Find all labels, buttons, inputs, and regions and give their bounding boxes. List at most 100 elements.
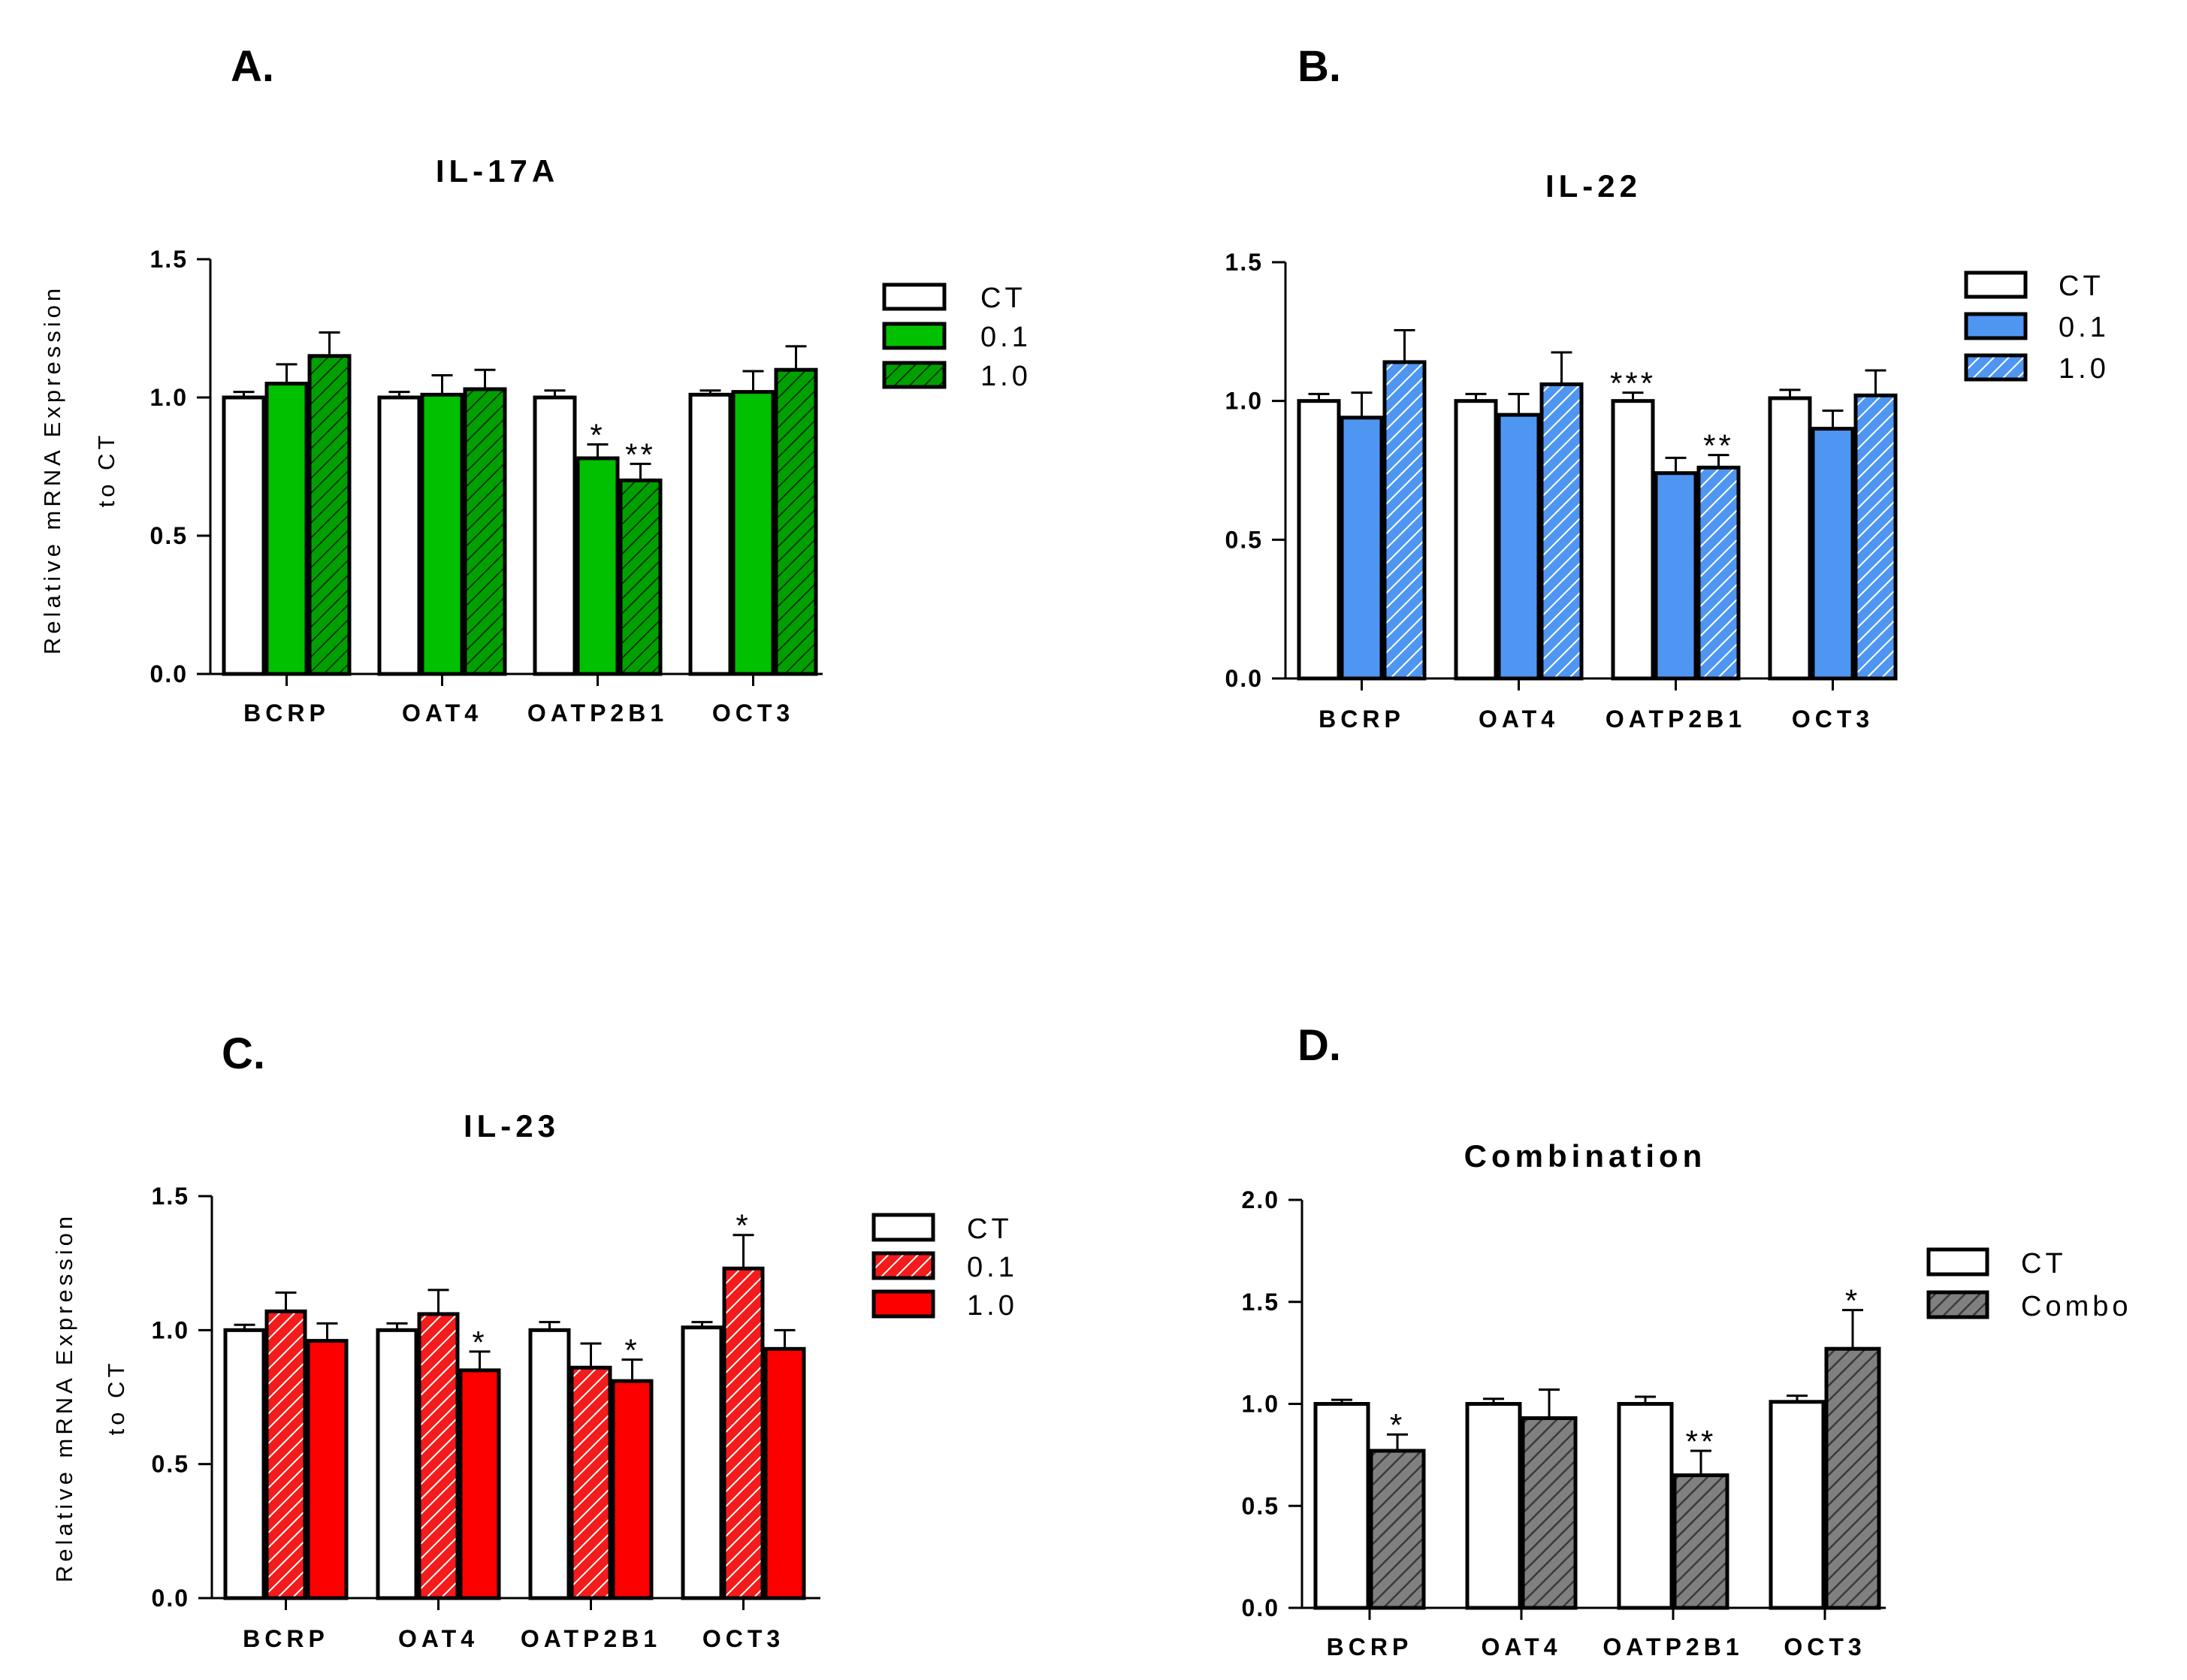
bar-oat4-1-0 bbox=[1539, 382, 1584, 681]
legend-label-1-0: 1.0 bbox=[2059, 353, 2110, 385]
y-tick-label: 1.5 bbox=[150, 246, 188, 273]
significance-marker: * bbox=[1390, 1407, 1405, 1443]
bar-oct3-ct bbox=[1768, 396, 1812, 681]
legend-swatch-0-1 bbox=[1964, 312, 2028, 340]
legend-swatch-ct bbox=[882, 283, 947, 311]
significance-marker: ** bbox=[1703, 428, 1734, 464]
category-label-oat4: OAT4 bbox=[1479, 706, 1559, 733]
category-label-bcrp: BCRP bbox=[1327, 1633, 1413, 1660]
panel-letter: C. bbox=[222, 1029, 265, 1078]
bar-oatp2b1-combo bbox=[1672, 1473, 1729, 1610]
legend: CT Combo bbox=[1926, 1247, 2132, 1322]
y-tick-label: 0.5 bbox=[152, 1451, 189, 1478]
bar-oat4-1-0 bbox=[458, 1368, 501, 1600]
bar-oat4-0-1 bbox=[417, 1312, 460, 1600]
legend-label-ct: CT bbox=[980, 283, 1026, 314]
y-tick-label: 0.5 bbox=[1225, 526, 1263, 553]
chart-title: IL-23 bbox=[464, 1108, 560, 1144]
chart-panel-a: A. IL-17A 0.0 0.5 1.0 1.5 Relative mRNA Expres… bbox=[39, 42, 1032, 727]
bar-oat4-ct bbox=[377, 395, 421, 676]
chart-panel-d: D. Combination 0.0 0.5 1.0 1.5 2.0 BCRP * OAT4 OAT… bbox=[1242, 1021, 2132, 1660]
bar-oct3-1-0 bbox=[763, 1346, 806, 1600]
bar-bcrp-ct bbox=[223, 1328, 266, 1600]
bar-bcrp-ct bbox=[1297, 399, 1341, 681]
category-label-oct3: OCT3 bbox=[702, 1625, 784, 1652]
bar-bcrp-ct bbox=[222, 395, 266, 676]
bar-oat4-ct bbox=[1465, 1402, 1522, 1610]
bar-oat4-ct bbox=[1454, 399, 1498, 681]
y-tick-label: 0.5 bbox=[150, 522, 188, 549]
legend-swatch-1-0 bbox=[1964, 353, 2028, 382]
bar-oatp2b1-ct bbox=[533, 395, 577, 676]
y-tick-label: 0.0 bbox=[150, 660, 188, 687]
bar-oct3-0-1 bbox=[731, 390, 775, 676]
legend-label-combo: Combo bbox=[2021, 1291, 2132, 1322]
bar-oat4-ct bbox=[376, 1328, 418, 1600]
bar-bcrp-ct bbox=[1313, 1402, 1370, 1610]
legend: CT 0.1 1.0 bbox=[1964, 270, 2110, 385]
y-axis-label: to CT bbox=[93, 432, 119, 508]
bar-oatp2b1-0-1 bbox=[569, 1365, 612, 1600]
significance-marker: * bbox=[590, 418, 605, 453]
bar-oct3-0-1 bbox=[722, 1266, 765, 1600]
significance-marker: * bbox=[472, 1325, 487, 1360]
significance-marker: ** bbox=[625, 437, 656, 472]
category-label-oatp2b1: OATP2B1 bbox=[1606, 706, 1746, 733]
legend-swatch-0-1 bbox=[882, 322, 947, 350]
category-label-bcrp: BCRP bbox=[243, 1625, 329, 1652]
bar-oatp2b1-1-0 bbox=[618, 478, 663, 676]
chart-title: IL-17A bbox=[436, 153, 559, 189]
legend: CT 0.1 1.0 bbox=[882, 283, 1032, 392]
legend-label-0-1: 0.1 bbox=[967, 1252, 1018, 1283]
bar-oct3-0-1 bbox=[1811, 427, 1855, 681]
category-label-oatp2b1: OATP2B1 bbox=[527, 699, 668, 727]
bar-bcrp-combo bbox=[1369, 1449, 1426, 1610]
category-label-bcrp: BCRP bbox=[1319, 706, 1405, 733]
bar-oct3-combo bbox=[1824, 1346, 1881, 1610]
legend-label-1-0: 1.0 bbox=[967, 1290, 1018, 1322]
significance-marker: * bbox=[1845, 1283, 1860, 1319]
bar-bcrp-1-0 bbox=[306, 1339, 349, 1600]
y-tick-label: 1.0 bbox=[1225, 388, 1263, 415]
category-label-oat4: OAT4 bbox=[1482, 1633, 1562, 1660]
y-axis-label: to CT bbox=[103, 1360, 129, 1436]
y-tick-label: 0.0 bbox=[152, 1585, 189, 1612]
y-tick-label: 1.5 bbox=[152, 1183, 189, 1210]
y-tick-label: 1.0 bbox=[1242, 1391, 1279, 1418]
category-label-oct3: OCT3 bbox=[712, 699, 794, 727]
legend-swatch-0-1 bbox=[871, 1251, 935, 1280]
bar-bcrp-0-1 bbox=[264, 1309, 307, 1600]
bar-oatp2b1-1-0 bbox=[1696, 465, 1741, 681]
y-axis-label: Relative mRNA Expression bbox=[51, 1213, 77, 1582]
legend-label-1-0: 1.0 bbox=[980, 361, 1032, 392]
panel-letter: D. bbox=[1297, 1021, 1341, 1070]
significance-marker: *** bbox=[1610, 366, 1656, 401]
y-tick-label: 0.5 bbox=[1242, 1492, 1279, 1519]
y-axis-label: Relative mRNA Expression bbox=[39, 285, 65, 654]
bar-bcrp-0-1 bbox=[264, 382, 309, 676]
bar-oatp2b1-ct bbox=[1611, 399, 1655, 681]
y-tick-label: 1.5 bbox=[1225, 249, 1263, 276]
y-tick-label: 1.5 bbox=[1242, 1289, 1279, 1316]
legend-label-0-1: 0.1 bbox=[980, 322, 1032, 353]
chart-title: Combination bbox=[1464, 1138, 1707, 1174]
bar-oct3-ct bbox=[688, 392, 733, 676]
y-tick-label: 1.0 bbox=[150, 384, 188, 411]
y-tick-label: 1.0 bbox=[152, 1316, 189, 1343]
bar-oatp2b1-0-1 bbox=[575, 456, 620, 676]
category-label-oatp2b1: OATP2B1 bbox=[1602, 1633, 1743, 1660]
legend-swatch-combo bbox=[1926, 1290, 1989, 1319]
bar-bcrp-1-0 bbox=[1382, 360, 1427, 681]
bar-oct3-1-0 bbox=[1853, 393, 1898, 681]
category-label-oct3: OCT3 bbox=[1784, 1633, 1865, 1660]
y-tick-label: 2.0 bbox=[1242, 1186, 1279, 1213]
significance-marker: * bbox=[736, 1208, 751, 1243]
category-label-oat4: OAT4 bbox=[402, 699, 482, 727]
legend-label-ct: CT bbox=[2059, 270, 2104, 302]
bar-oatp2b1-1-0 bbox=[611, 1379, 654, 1600]
bar-oat4-0-1 bbox=[420, 392, 464, 676]
significance-marker: ** bbox=[1686, 1424, 1717, 1459]
legend-swatch-1-0 bbox=[871, 1289, 935, 1319]
significance-marker: * bbox=[624, 1333, 639, 1368]
